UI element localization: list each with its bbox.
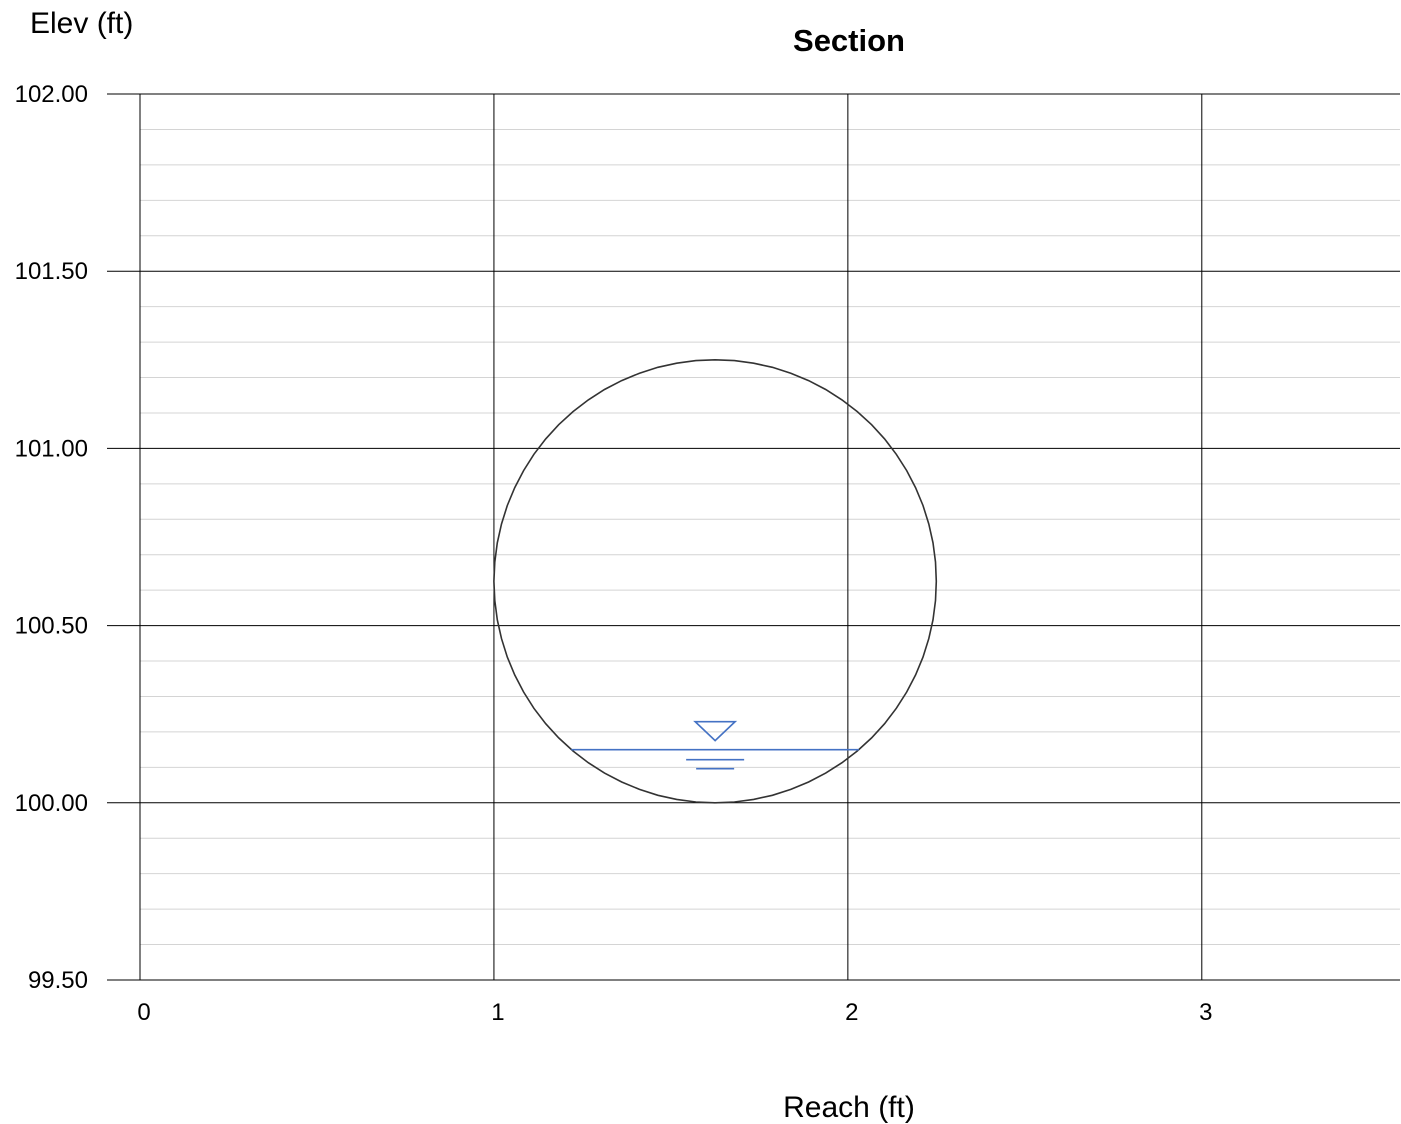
y-tick-label: 100.00 [15,790,88,817]
x-tick-label: 1 [491,999,504,1026]
x-axis-title: Reach (ft) [783,1091,915,1124]
y-tick-label: 101.00 [15,435,88,462]
y-tick-label: 99.50 [28,967,88,994]
y-tick-label: 100.50 [15,613,88,640]
y-tick-label: 101.50 [15,258,88,285]
x-tick-label: 2 [845,999,858,1026]
x-tick-labels: 0 1 2 3 [137,999,1212,1026]
y-axis-title: Elev (ft) [30,7,133,40]
major-gridlines [107,93,1400,981]
pipe-section-outline [493,358,938,804]
y-tick-label: 102.00 [15,81,88,108]
minor-gridlines [140,128,1400,946]
x-tick-label: 3 [1199,999,1212,1026]
chart-title: Section [793,23,905,58]
water-surface-marker-icon [693,720,738,742]
x-tick-label: 0 [137,999,150,1026]
plot-series [493,358,938,804]
y-tick-labels: 99.50 100.00 100.50 101.00 101.50 102.00 [15,81,88,994]
